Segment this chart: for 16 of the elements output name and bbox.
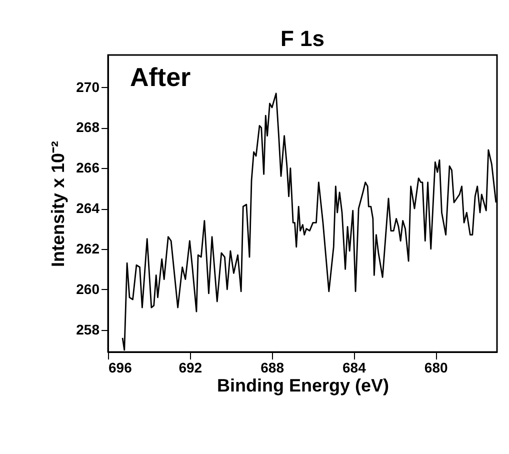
y-tick-label: 262 <box>76 240 100 256</box>
x-tick-label: 688 <box>260 360 284 376</box>
y-tick-label: 266 <box>76 160 100 176</box>
y-tick-label: 270 <box>76 78 100 95</box>
x-tick-label: 684 <box>342 360 366 376</box>
y-axis-title: Intensity x 10⁻² <box>48 140 68 268</box>
chart-title: F 1s <box>280 26 325 51</box>
y-tick-label: 260 <box>76 280 100 297</box>
y-tick-label: 268 <box>76 119 100 136</box>
y-tick-label: 258 <box>76 321 100 338</box>
annotation: After <box>130 62 191 92</box>
x-tick-label: 680 <box>424 360 448 376</box>
x-tick-label: 696 <box>108 360 132 376</box>
x-tick-label: 692 <box>178 360 202 376</box>
x-axis-title: Binding Energy (eV) <box>216 376 390 396</box>
y-tick-label: 264 <box>76 200 100 216</box>
